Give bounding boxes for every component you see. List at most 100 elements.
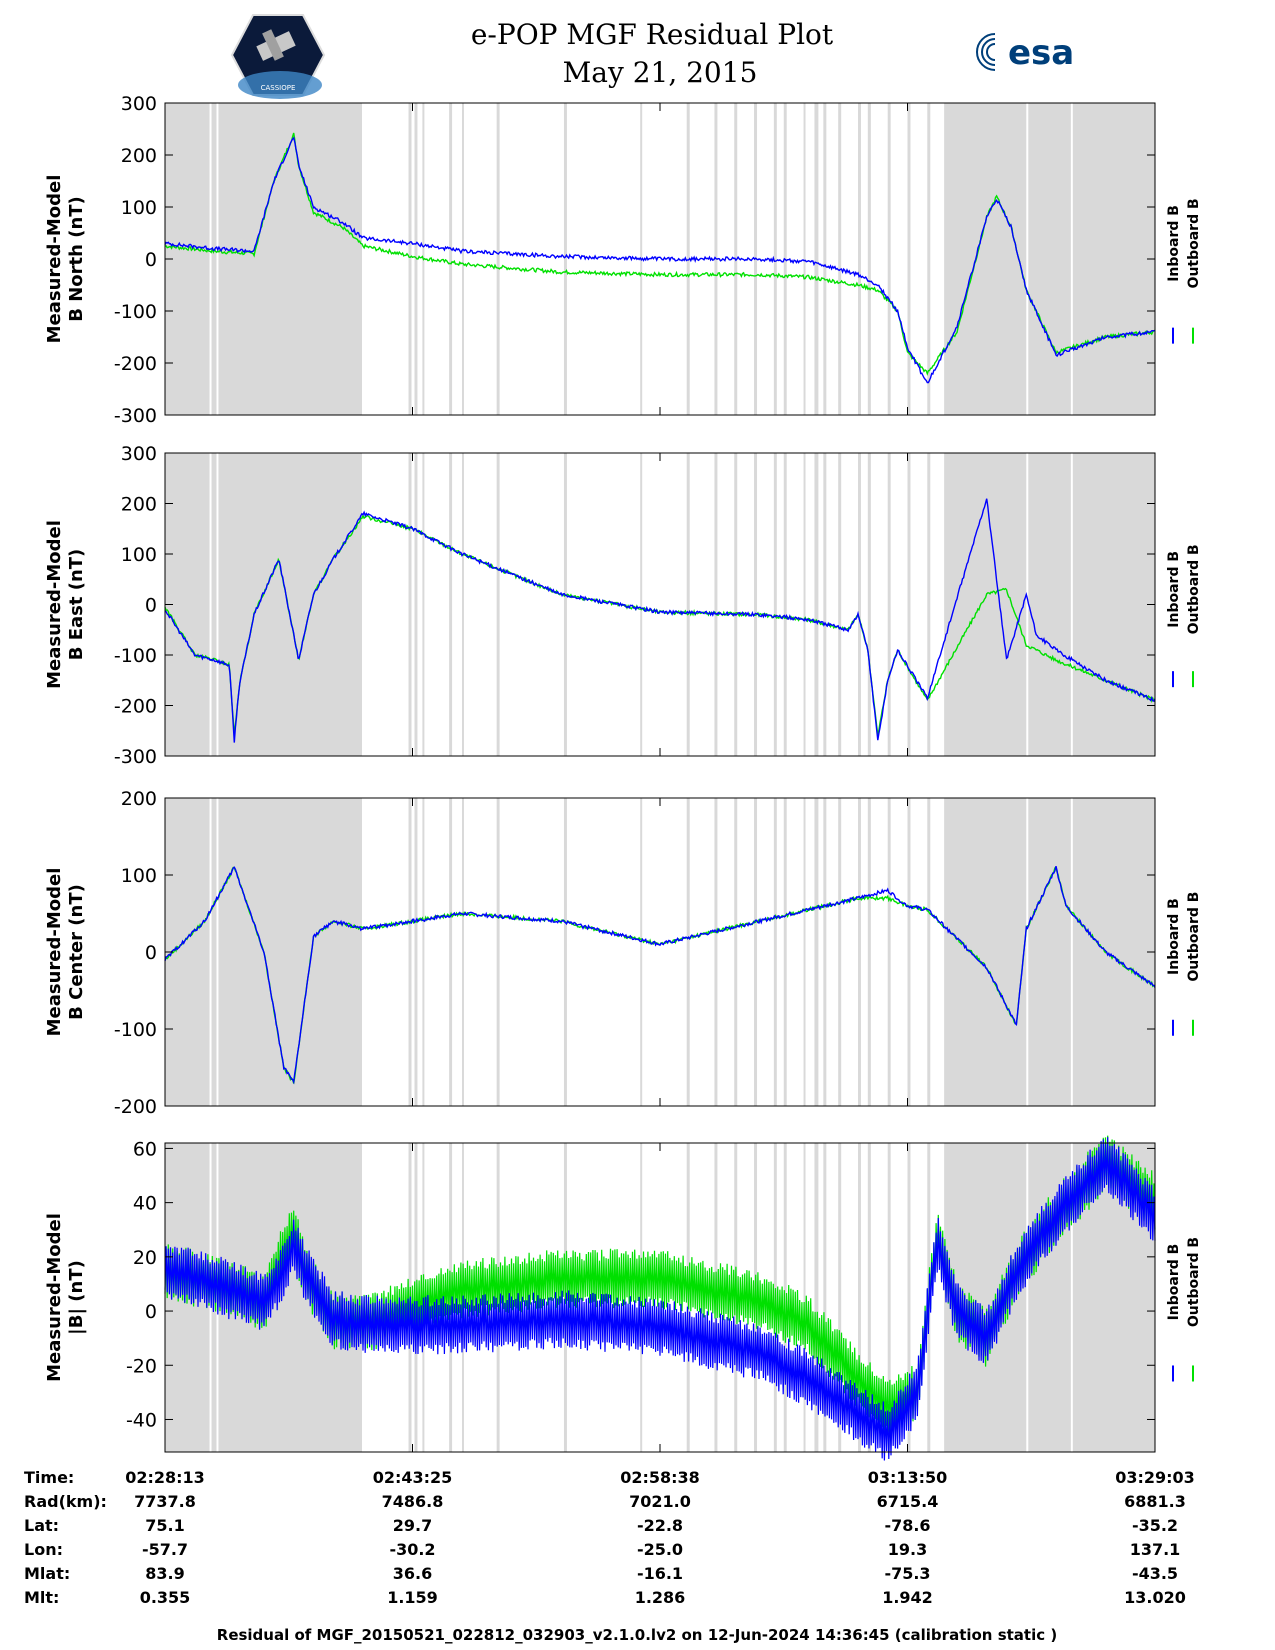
data-gap-shade <box>907 798 911 1106</box>
data-gap-shade <box>218 103 363 415</box>
y-tick-label: -20 <box>126 1355 157 1377</box>
data-gap-shade <box>414 453 418 756</box>
data-gap-shade <box>734 453 738 756</box>
data-gap-shade <box>773 453 777 756</box>
y-axis-label-line1: Measured-Model <box>44 868 65 1037</box>
data-gap-shade <box>867 1143 870 1452</box>
time-table-cell: 19.3 <box>888 1540 927 1559</box>
time-table-cell: -43.5 <box>1132 1564 1178 1583</box>
time-table-cell: 1.942 <box>882 1588 933 1607</box>
data-gap-shade <box>838 103 842 415</box>
data-gap-shade <box>907 453 911 756</box>
data-gap-shade <box>408 453 412 756</box>
data-gap-shade <box>640 798 643 1106</box>
y-tick-label: -100 <box>114 1019 157 1041</box>
time-table-cell: -35.2 <box>1132 1516 1178 1535</box>
footer-text: Residual of MGF_20150521_022812_032903_v… <box>217 1626 1057 1644</box>
y-tick-label: 300 <box>121 93 157 115</box>
data-gap-shade <box>714 798 718 1106</box>
time-table-cell: 02:58:38 <box>620 1468 700 1487</box>
data-gap-shade <box>563 798 567 1106</box>
data-gap-shade <box>803 1143 806 1452</box>
time-table-row-label: Rad(km): <box>24 1492 107 1511</box>
y-tick-label: 100 <box>121 544 157 566</box>
y-tick-label: -300 <box>114 405 157 427</box>
cassiope-logo: CASSIOPE <box>230 14 326 99</box>
data-gap-shade <box>783 1143 787 1452</box>
time-table-cell: 0.355 <box>140 1588 191 1607</box>
data-gap-shade <box>408 798 412 1106</box>
time-table-cell: 7486.8 <box>382 1492 444 1511</box>
data-gap-shade <box>1072 103 1155 415</box>
time-table-cell: 02:28:13 <box>125 1468 205 1487</box>
data-gap-shade <box>754 798 758 1106</box>
time-table-cell: -22.8 <box>637 1516 683 1535</box>
data-gap-shade <box>218 453 363 756</box>
data-gap-shade <box>814 453 819 756</box>
data-gap-shade <box>823 798 827 1106</box>
data-gap-shade <box>563 453 567 756</box>
data-gap-shade <box>449 103 453 415</box>
cassiope-logo-text: CASSIOPE <box>261 84 296 92</box>
y-tick-label: 100 <box>121 865 157 887</box>
y-tick-label: 100 <box>121 197 157 219</box>
data-gap-shade <box>887 103 891 415</box>
y-tick-label: 60 <box>133 1138 157 1160</box>
data-gap-shade <box>1072 798 1155 1106</box>
data-gap-shade <box>838 1143 842 1452</box>
data-gap-shade <box>563 103 567 415</box>
time-table-cell: 13.020 <box>1124 1588 1186 1607</box>
data-gap-shade <box>803 453 806 756</box>
y-axis-label-line1: Measured-Model <box>44 1213 65 1382</box>
esa-logo-text: esa <box>1008 33 1074 73</box>
time-table-cell: -78.6 <box>884 1516 930 1535</box>
time-table-row-label: Lat: <box>24 1516 59 1535</box>
y-axis-label-line1: Measured-Model <box>44 520 65 689</box>
data-gap-shade <box>218 798 363 1106</box>
data-gap-shade <box>927 798 931 1106</box>
y-axis-label-line2: B Center (nT) <box>66 884 87 1020</box>
data-gap-shade <box>814 798 819 1106</box>
esa-logo: esa <box>976 32 1074 73</box>
legend-inboard-label: Inboard B <box>1166 898 1182 975</box>
data-gap-shade <box>496 1143 500 1452</box>
time-table-cell: 137.1 <box>1130 1540 1181 1559</box>
data-gap-shade <box>422 798 425 1106</box>
data-gap-shade <box>823 103 827 415</box>
data-gap-shade <box>422 453 425 756</box>
title-line2: May 21, 2015 <box>563 56 758 89</box>
legend-outboard-label: Outboard B <box>1186 198 1202 288</box>
legend-inboard-label: Inboard B <box>1166 551 1182 628</box>
data-gap-shade <box>773 103 777 415</box>
data-gap-shade <box>496 453 500 756</box>
panel-2: 300 200 100 0 -100 -200 -300 Measured-Model B Ea… <box>44 443 1202 768</box>
time-table-row-label: Mlt: <box>24 1588 59 1607</box>
series-line-inboard-b <box>164 865 1156 1085</box>
panel-1: 300 200 100 0 -100 -200 -300 Measured-Model B No… <box>44 93 1202 427</box>
data-gap-shade <box>1028 798 1071 1106</box>
data-gap-shade <box>211 103 217 415</box>
y-tick-label: -200 <box>114 353 157 375</box>
legend-inboard-label: Inboard B <box>1166 1244 1182 1321</box>
data-gap-shade <box>944 798 1027 1106</box>
data-gap-shade <box>927 103 931 415</box>
time-table-cell: 36.6 <box>393 1564 432 1583</box>
data-gap-shade <box>823 1143 827 1452</box>
data-gap-shade <box>944 453 1027 756</box>
series-line-inboard-b <box>164 1137 1156 1461</box>
time-table-cell: 29.7 <box>393 1516 432 1535</box>
data-gap-shade <box>408 103 412 415</box>
data-gap-shade <box>640 1143 643 1452</box>
time-table-cell: -16.1 <box>637 1564 683 1583</box>
y-tick-label: -200 <box>114 1096 157 1118</box>
data-gap-shade <box>823 453 827 756</box>
data-gap-shade <box>462 453 464 756</box>
y-tick-label: 40 <box>133 1193 157 1215</box>
data-gap-shade <box>927 453 931 756</box>
data-gap-shade <box>858 103 861 415</box>
y-tick-label: 200 <box>121 494 157 516</box>
panel-3: 200 100 0 -100 -200 Measured-Model B Center (n… <box>44 788 1202 1118</box>
time-table-cell: -57.7 <box>142 1540 188 1559</box>
data-gap-shade <box>449 453 453 756</box>
